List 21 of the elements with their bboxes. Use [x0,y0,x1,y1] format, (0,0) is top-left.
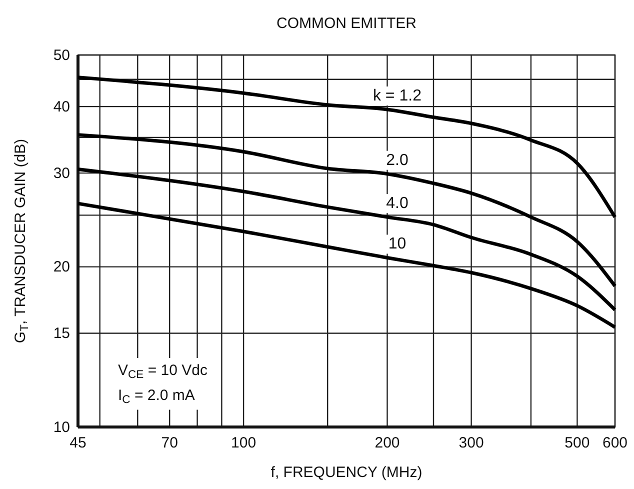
y-tick-label: 40 [53,98,70,116]
series-label: 2.0 [386,152,408,169]
annotation: V$_{CE}$ = 10 Vdc [118,362,208,381]
x-tick-label: 70 [161,434,178,452]
x-tick-label: 200 [374,434,400,452]
y-tick-label: 30 [53,164,70,182]
x-tick-label: 100 [231,434,256,452]
x-tick-label: 600 [602,434,628,452]
y-tick-label: 10 [53,418,70,436]
y-tick-label: 20 [53,258,70,276]
y-tick-label: 50 [53,46,70,64]
series-label: 10 [388,236,406,253]
x-tick-label: 45 [70,434,86,452]
x-tick-label: 300 [458,434,484,452]
x-axis-title: f, FREQUENCY (MHz) [270,464,422,481]
series-label: k = 1.2 [373,87,422,104]
annotation: I$_{C}$ = 2.0 mA [118,387,195,406]
series-label: 4.0 [386,195,408,212]
y-tick-label: 15 [53,325,70,342]
x-tick-label: 500 [564,434,590,452]
chart-title: COMMON EMITTER [276,15,417,32]
